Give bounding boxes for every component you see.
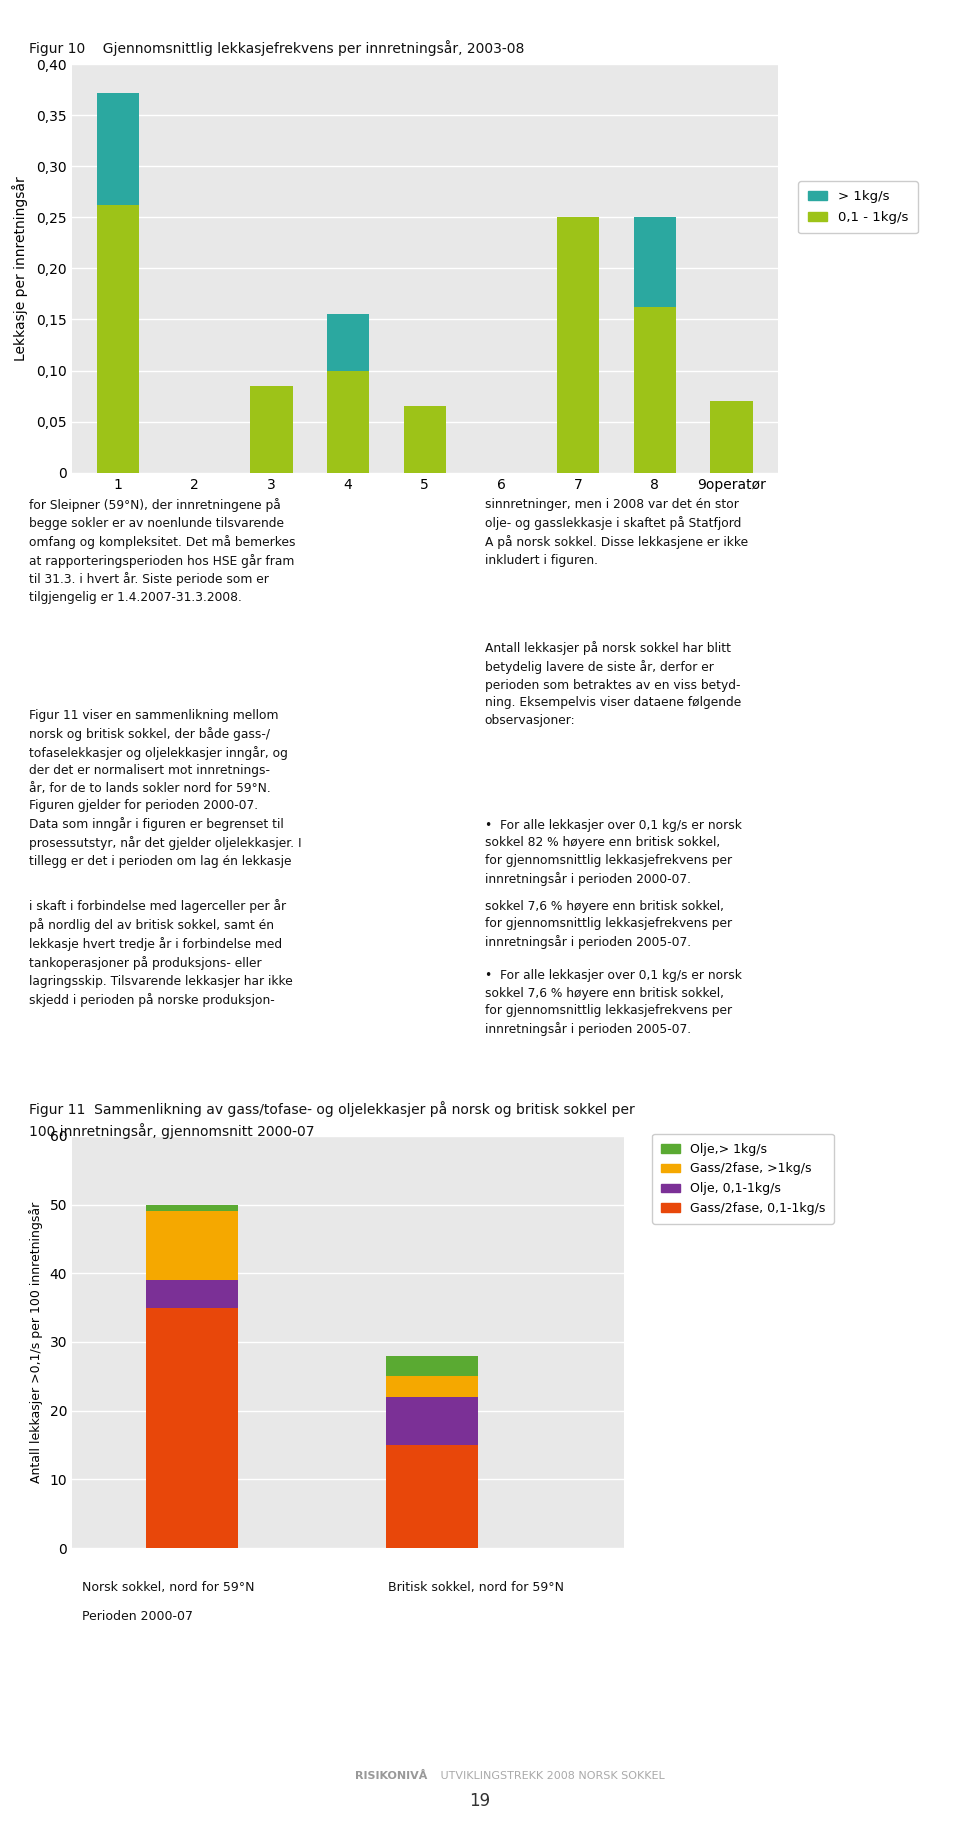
Bar	[146, 1211, 238, 1281]
Text: UTVIKLINGSTREKK 2008 NORSK SOKKEL: UTVIKLINGSTREKK 2008 NORSK SOKKEL	[437, 1772, 664, 1781]
Bar	[146, 1308, 238, 1548]
Text: sinnretninger, men i 2008 var det én stor
olje- og gasslekkasje i skaftet på Sta: sinnretninger, men i 2008 var det én sto…	[485, 498, 748, 566]
Text: Figur 10    Gjennomsnittlig lekkasjefrekvens per innretningsår, 2003-08: Figur 10 Gjennomsnittlig lekkasjefrekven…	[29, 40, 524, 57]
Bar	[97, 93, 139, 205]
Bar	[634, 218, 676, 308]
Bar	[386, 1376, 477, 1396]
Bar	[327, 370, 370, 473]
Text: for Sleipner (59°N), der innretningene på
begge sokler er av noenlunde tilsvaren: for Sleipner (59°N), der innretningene p…	[29, 498, 296, 605]
Bar	[386, 1445, 477, 1548]
Legend: > 1kg/s, 0,1 - 1kg/s: > 1kg/s, 0,1 - 1kg/s	[799, 181, 918, 233]
Text: RISIKONIVÅ: RISIKONIVÅ	[355, 1770, 427, 1781]
Bar	[146, 1281, 238, 1308]
Y-axis label: Lekkasje per innretningsår: Lekkasje per innretningsår	[12, 176, 28, 361]
Bar	[710, 401, 753, 473]
Text: Figur 11 viser en sammenlikning mellom
norsk og britisk sokkel, der både gass-/
: Figur 11 viser en sammenlikning mellom n…	[29, 709, 301, 868]
Y-axis label: Antall lekkasjer >0,1/s per 100 innretningsår: Antall lekkasjer >0,1/s per 100 innretni…	[29, 1202, 42, 1482]
Text: •  For alle lekkasjer over 0,1 kg/s er norsk
sokkel 82 % høyere enn britisk sokk: • For alle lekkasjer over 0,1 kg/s er no…	[485, 819, 742, 887]
Text: Perioden 2000-07: Perioden 2000-07	[82, 1610, 193, 1623]
Text: sokkel 7,6 % høyere enn britisk sokkel,
for gjennomsnittlig lekkasjefrekvens per: sokkel 7,6 % høyere enn britisk sokkel, …	[485, 900, 732, 949]
Bar	[327, 315, 370, 370]
Bar	[557, 218, 599, 473]
Bar	[146, 1205, 238, 1211]
Text: Norsk sokkel, nord for 59°N: Norsk sokkel, nord for 59°N	[82, 1581, 254, 1594]
Bar	[634, 308, 676, 473]
Bar	[97, 205, 139, 473]
Text: •  For alle lekkasjer over 0,1 kg/s er norsk
sokkel 7,6 % høyere enn britisk sok: • For alle lekkasjer over 0,1 kg/s er no…	[485, 969, 742, 1037]
Bar	[404, 407, 445, 473]
Text: Antall lekkasjer på norsk sokkel har blitt
betydelig lavere de siste år, derfor : Antall lekkasjer på norsk sokkel har bli…	[485, 641, 741, 727]
Legend: Olje,> 1kg/s, Gass/2fase, >1kg/s, Olje, 0,1-1kg/s, Gass/2fase, 0,1-1kg/s: Olje,> 1kg/s, Gass/2fase, >1kg/s, Olje, …	[653, 1134, 834, 1224]
Text: Figur 11  Sammenlikning av gass/tofase- og oljelekkasjer på norsk og britisk sok: Figur 11 Sammenlikning av gass/tofase- o…	[29, 1101, 635, 1140]
Text: Britisk sokkel, nord for 59°N: Britisk sokkel, nord for 59°N	[388, 1581, 564, 1594]
Bar	[251, 387, 293, 473]
Text: 19: 19	[469, 1792, 491, 1810]
Bar	[386, 1356, 477, 1376]
Bar	[386, 1396, 477, 1445]
Text: i skaft i forbindelse med lagerceller per år
på nordlig del av britisk sokkel, s: i skaft i forbindelse med lagerceller pe…	[29, 900, 293, 1006]
